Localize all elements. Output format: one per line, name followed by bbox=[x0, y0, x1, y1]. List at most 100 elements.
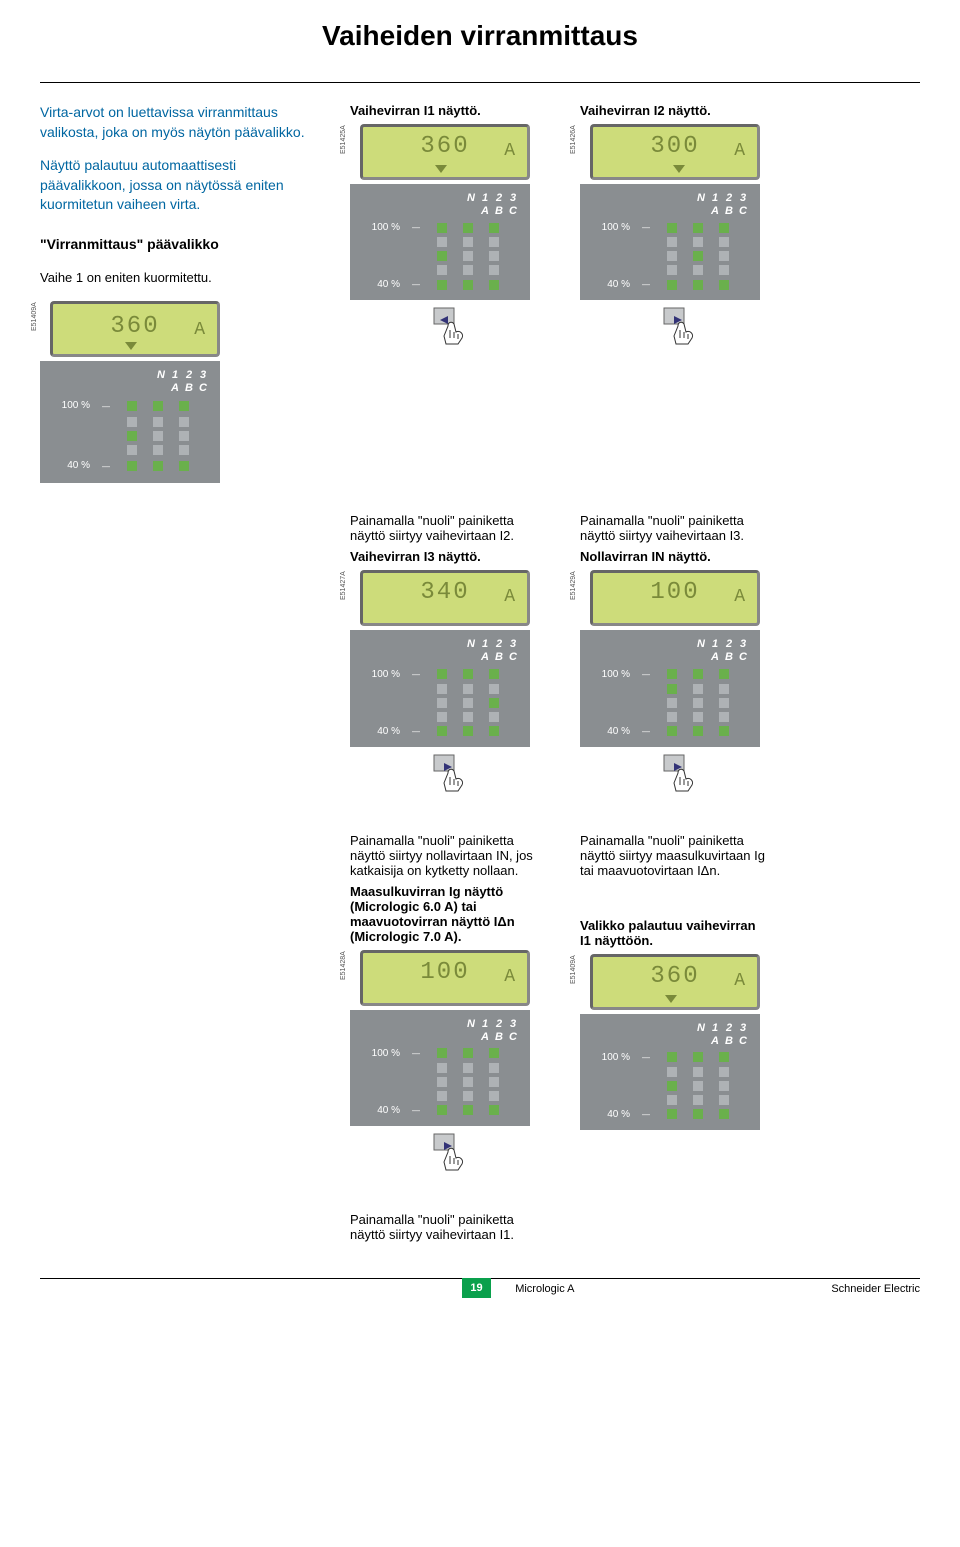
image-code: E51426A bbox=[570, 125, 577, 154]
led-indicator bbox=[489, 726, 499, 736]
indicator-panel: N123ABC 100 %—40 %— bbox=[350, 630, 530, 746]
led-indicator bbox=[463, 251, 473, 261]
led-indicator bbox=[667, 712, 677, 722]
led-indicator bbox=[489, 1105, 499, 1115]
module-ret: E51409A360AN123ABC100 %—40 %— bbox=[580, 954, 780, 1130]
module-main: E51409A360AN123ABC100 %—40 %— bbox=[40, 301, 320, 483]
led-indicator bbox=[463, 265, 473, 275]
panel-header: N123ABC bbox=[590, 192, 750, 218]
led-grid: 100 %—40 %— bbox=[360, 669, 520, 737]
led-indicator bbox=[719, 712, 729, 722]
led-indicator bbox=[179, 431, 189, 441]
panel-header: N123ABC bbox=[590, 1022, 750, 1048]
lcd-display: 360A bbox=[590, 954, 760, 1010]
lcd-display: 340A bbox=[360, 570, 530, 626]
led-indicator bbox=[667, 726, 677, 736]
led-indicator bbox=[437, 1077, 447, 1087]
led-indicator bbox=[463, 280, 473, 290]
dash: — bbox=[636, 223, 656, 232]
pct-label: 40 % bbox=[360, 279, 400, 290]
image-code: E51428A bbox=[340, 951, 347, 980]
led-indicator bbox=[667, 698, 677, 708]
led-indicator bbox=[693, 1081, 703, 1091]
module-i2: E51426A300AN123ABC100 %—40 %— bbox=[580, 124, 780, 346]
led-indicator bbox=[489, 684, 499, 694]
led-indicator bbox=[667, 684, 677, 694]
panel-header: N123ABC bbox=[360, 638, 520, 664]
page-title: Vaiheiden virranmittaus bbox=[40, 20, 920, 52]
led-indicator bbox=[667, 1081, 677, 1091]
led-indicator bbox=[489, 223, 499, 233]
led-indicator bbox=[463, 223, 473, 233]
module-in: E51429A100AN123ABC100 %—40 %— bbox=[580, 570, 780, 792]
dash: — bbox=[636, 670, 656, 679]
led-indicator bbox=[667, 251, 677, 261]
press-ig: Painamalla "nuoli" painiketta näyttö sii… bbox=[580, 833, 770, 878]
pct-label: 100 % bbox=[50, 399, 90, 413]
press-i3: Painamalla "nuoli" painiketta näyttö sii… bbox=[580, 513, 770, 543]
led-indicator bbox=[693, 223, 703, 233]
led-indicator bbox=[693, 698, 703, 708]
led-indicator bbox=[667, 669, 677, 679]
dash: — bbox=[636, 727, 656, 736]
module-ig: E51428A100AN123ABC100 %—40 %— bbox=[350, 950, 550, 1172]
led-indicator bbox=[693, 669, 703, 679]
lcd-unit: A bbox=[734, 587, 745, 607]
led-indicator bbox=[437, 265, 447, 275]
led-indicator bbox=[489, 712, 499, 722]
led-indicator bbox=[489, 1091, 499, 1101]
image-code: E51427A bbox=[340, 571, 347, 600]
led-indicator bbox=[719, 684, 729, 694]
led-indicator bbox=[463, 684, 473, 694]
hand-icon bbox=[430, 753, 470, 793]
led-indicator bbox=[179, 445, 189, 455]
hand-icon bbox=[430, 306, 470, 346]
pct-label: 40 % bbox=[50, 459, 90, 473]
panel-header: N123ABC bbox=[360, 192, 520, 218]
led-indicator bbox=[437, 1091, 447, 1101]
led-indicator bbox=[719, 726, 729, 736]
lcd-value: 360 bbox=[53, 304, 217, 344]
i3-title: Vaihevirran I3 näyttö. bbox=[350, 549, 540, 564]
press-in: Painamalla "nuoli" painiketta näyttö sii… bbox=[350, 833, 540, 878]
led-indicator bbox=[127, 431, 137, 441]
led-indicator bbox=[437, 223, 447, 233]
led-indicator bbox=[719, 237, 729, 247]
led-indicator bbox=[667, 1095, 677, 1105]
lcd-display: 100A bbox=[590, 570, 760, 626]
lcd-value: 360 bbox=[593, 957, 757, 990]
led-indicator bbox=[719, 265, 729, 275]
led-indicator bbox=[437, 1105, 447, 1115]
ig-title: Maasulkuvirran Ig näyttö (Micrologic 6.0… bbox=[350, 884, 540, 944]
led-indicator bbox=[667, 1067, 677, 1077]
dash: — bbox=[96, 401, 116, 412]
led-indicator bbox=[719, 280, 729, 290]
led-indicator bbox=[179, 401, 189, 411]
led-indicator bbox=[693, 1109, 703, 1119]
led-indicator bbox=[463, 1077, 473, 1087]
indicator-panel: N123ABC100 %—40 %— bbox=[580, 1014, 760, 1130]
led-indicator bbox=[437, 712, 447, 722]
lcd-unit: A bbox=[504, 141, 515, 161]
pct-label: 100 % bbox=[360, 669, 400, 680]
indicator-panel: N123ABC100 %—40 %— bbox=[580, 630, 760, 746]
led-indicator bbox=[437, 1048, 447, 1058]
led-indicator bbox=[719, 223, 729, 233]
lcd-display: 360A bbox=[360, 124, 530, 180]
lcd-value: 340 bbox=[363, 573, 527, 606]
dash: — bbox=[406, 1106, 426, 1115]
panel-header: N123ABC bbox=[360, 1018, 520, 1044]
led-indicator bbox=[693, 265, 703, 275]
footer: 19 Micrologic A Schneider Electric bbox=[40, 1278, 920, 1279]
lcd-unit: A bbox=[734, 971, 745, 991]
led-indicator bbox=[719, 1067, 729, 1077]
indicator-panel: N123ABC100 %—40 %— bbox=[350, 184, 530, 300]
dash: — bbox=[636, 1053, 656, 1062]
led-indicator bbox=[179, 461, 189, 471]
intro-p2: Näyttö palautuu automaattisesti päävalik… bbox=[40, 156, 320, 215]
intro-p1: Virta-arvot on luettavissa virranmittaus… bbox=[40, 103, 320, 142]
led-indicator bbox=[693, 712, 703, 722]
image-code: E51429A bbox=[570, 571, 577, 600]
dash: — bbox=[636, 280, 656, 289]
dash: — bbox=[636, 1110, 656, 1119]
